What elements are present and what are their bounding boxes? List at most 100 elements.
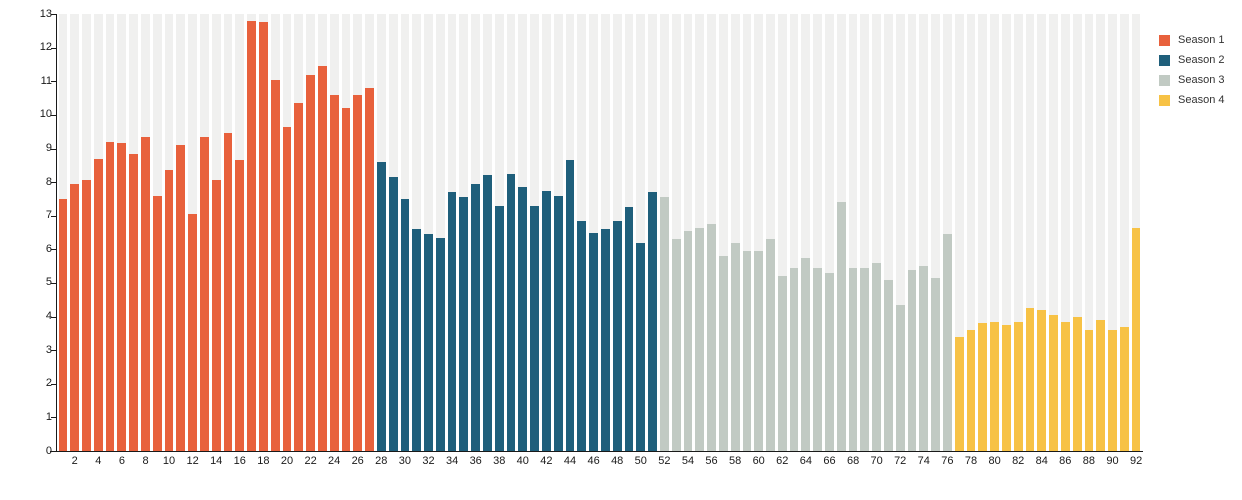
bar-episode-78[interactable] [966, 330, 976, 451]
bar-episode-46[interactable] [589, 232, 598, 451]
bar-episode-89[interactable] [1096, 319, 1106, 451]
bar-episode-63[interactable] [789, 267, 799, 451]
legend-item-season-2[interactable]: Season 2 [1159, 50, 1224, 70]
bar-episode-74[interactable] [919, 266, 929, 451]
bar-episode-39[interactable] [506, 173, 516, 451]
bar-episode-53[interactable] [671, 239, 681, 451]
bar-episode-37[interactable] [483, 175, 492, 451]
bar-episode-50[interactable] [636, 242, 646, 451]
bar-episode-20[interactable] [282, 126, 292, 451]
bar-episode-4[interactable] [93, 158, 103, 451]
bar-episode-19[interactable] [270, 79, 280, 451]
bar-episode-66[interactable] [825, 272, 834, 451]
legend-item-season-3[interactable]: Season 3 [1159, 70, 1224, 90]
bar-episode-81[interactable] [1001, 324, 1011, 451]
bar-episode-24[interactable] [329, 94, 339, 451]
bar-episode-60[interactable] [754, 251, 764, 451]
bar-episode-29[interactable] [388, 177, 398, 451]
bar-episode-16[interactable] [235, 160, 245, 451]
bar-episode-12[interactable] [188, 214, 198, 451]
bar-episode-15[interactable] [223, 133, 233, 451]
bar-episode-85[interactable] [1049, 314, 1058, 451]
bar-episode-77[interactable] [954, 336, 964, 451]
bar-episode-47[interactable] [601, 229, 610, 451]
bar-episode-31[interactable] [412, 229, 422, 451]
bar-episode-71[interactable] [884, 279, 893, 451]
bar-episode-32[interactable] [424, 234, 433, 451]
bar-episode-11[interactable] [176, 145, 186, 451]
bar-episode-57[interactable] [718, 256, 728, 451]
bar-episode-55[interactable] [695, 227, 705, 451]
bar-episode-41[interactable] [530, 205, 540, 451]
bar-episode-84[interactable] [1037, 309, 1047, 451]
bar-episode-54[interactable] [683, 230, 693, 451]
bar-episode-88[interactable] [1084, 330, 1094, 451]
bar-episode-83[interactable] [1025, 308, 1035, 451]
bar-episode-43[interactable] [553, 195, 563, 451]
bar-episode-75[interactable] [931, 277, 940, 451]
background-band [954, 14, 964, 451]
legend-item-season-4[interactable]: Season 4 [1159, 90, 1224, 110]
y-axis-label: 3 [45, 343, 52, 356]
bar-episode-64[interactable] [801, 257, 811, 451]
bar-episode-18[interactable] [258, 22, 268, 451]
bar-episode-23[interactable] [317, 66, 327, 451]
bar-episode-76[interactable] [943, 234, 952, 451]
bar-episode-49[interactable] [624, 207, 634, 451]
bar-episode-56[interactable] [707, 224, 716, 451]
bar-episode-52[interactable] [659, 197, 669, 451]
bar-episode-25[interactable] [341, 108, 351, 451]
bar-episode-48[interactable] [612, 220, 622, 451]
bar-episode-14[interactable] [211, 180, 221, 451]
y-axis-label: 7 [45, 209, 52, 222]
bar-episode-65[interactable] [813, 267, 823, 451]
bar-episode-34[interactable] [447, 192, 457, 451]
bar-episode-36[interactable] [471, 183, 481, 451]
bar-episode-38[interactable] [494, 205, 504, 451]
bar-episode-22[interactable] [306, 74, 315, 451]
bar-episode-7[interactable] [129, 153, 139, 451]
bar-episode-42[interactable] [542, 190, 551, 451]
bar-episode-51[interactable] [648, 192, 657, 451]
bar-episode-21[interactable] [294, 103, 304, 451]
bar-episode-86[interactable] [1060, 321, 1070, 451]
bar-episode-30[interactable] [400, 198, 410, 451]
bar-episode-73[interactable] [907, 269, 917, 451]
bar-episode-6[interactable] [117, 143, 127, 451]
bar-episode-40[interactable] [518, 187, 528, 451]
bar-episode-92[interactable] [1131, 227, 1141, 451]
bar-episode-69[interactable] [860, 267, 870, 451]
bar-episode-33[interactable] [435, 237, 445, 451]
bar-episode-44[interactable] [565, 160, 575, 451]
bar-episode-26[interactable] [353, 94, 363, 451]
bar-episode-61[interactable] [766, 239, 775, 451]
legend-item-season-1[interactable]: Season 1 [1159, 30, 1224, 50]
bar-episode-1[interactable] [58, 198, 68, 451]
y-tick [51, 417, 56, 419]
bar-episode-28[interactable] [376, 161, 386, 451]
bar-episode-68[interactable] [848, 267, 858, 451]
bar-episode-59[interactable] [742, 251, 752, 451]
bar-episode-90[interactable] [1108, 330, 1117, 451]
bar-episode-82[interactable] [1013, 321, 1023, 451]
bar-episode-70[interactable] [872, 262, 882, 451]
bar-episode-27[interactable] [365, 88, 374, 451]
bar-episode-72[interactable] [895, 304, 905, 451]
bar-episode-17[interactable] [247, 20, 256, 451]
bar-episode-62[interactable] [777, 276, 787, 451]
bar-episode-35[interactable] [459, 197, 469, 451]
bar-episode-79[interactable] [978, 323, 988, 451]
bar-episode-87[interactable] [1072, 316, 1082, 451]
bar-episode-80[interactable] [990, 321, 999, 451]
bar-episode-5[interactable] [105, 141, 115, 451]
bar-episode-58[interactable] [730, 242, 740, 451]
bar-episode-13[interactable] [200, 136, 209, 451]
bar-episode-9[interactable] [152, 195, 162, 451]
bar-episode-10[interactable] [164, 170, 174, 451]
bar-episode-2[interactable] [70, 183, 80, 451]
bar-episode-3[interactable] [82, 180, 91, 451]
bar-episode-91[interactable] [1119, 326, 1129, 451]
bar-episode-67[interactable] [836, 202, 846, 451]
bar-episode-8[interactable] [141, 136, 150, 451]
bar-episode-45[interactable] [577, 220, 587, 451]
